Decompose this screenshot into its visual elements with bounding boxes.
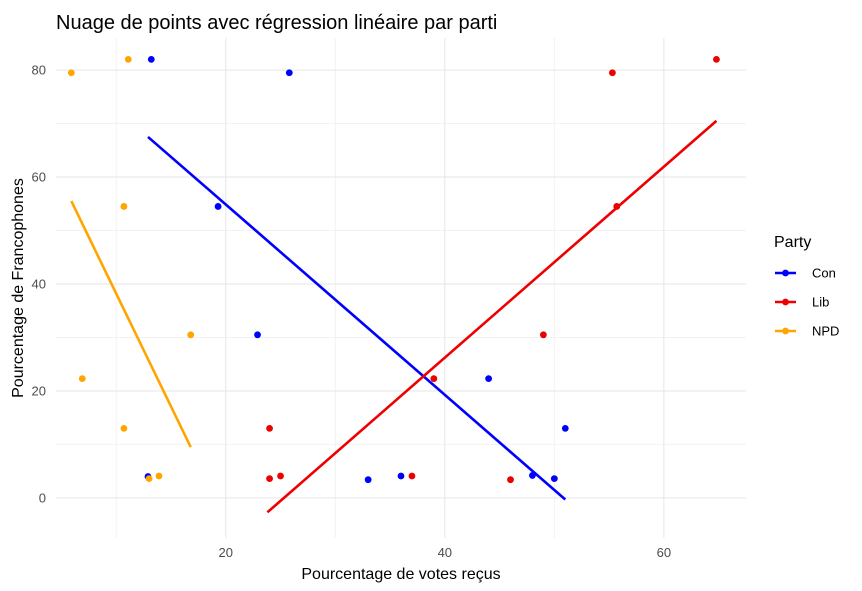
- x-axis-ticks: 20 40 60: [219, 545, 672, 560]
- point-npd: [120, 203, 128, 210]
- point-con: [550, 475, 558, 483]
- x-tick-label: 20: [219, 545, 233, 560]
- y-tick-label: 80: [32, 63, 46, 78]
- data-points: [67, 55, 720, 484]
- point-con: [485, 375, 493, 383]
- point-con: [285, 69, 293, 77]
- chart-title: Nuage de points avec régression linéaire…: [56, 12, 497, 34]
- point-con: [214, 203, 222, 210]
- point-npd: [124, 55, 132, 63]
- regression-line-lib: [266, 119, 718, 514]
- point-con: [561, 424, 569, 432]
- regression-line-con: [147, 135, 567, 501]
- point-npd: [120, 424, 128, 432]
- point-npd: [187, 331, 195, 339]
- point-npd: [67, 69, 75, 77]
- point-lib: [613, 203, 621, 210]
- legend-key-point-npd: [782, 327, 789, 335]
- legend-label-con: Con: [812, 266, 836, 281]
- point-con: [147, 55, 155, 63]
- y-tick-label: 60: [32, 170, 46, 185]
- point-con: [364, 476, 372, 484]
- point-lib: [507, 476, 514, 484]
- legend-label-npd: NPD: [812, 324, 839, 339]
- legend-label-lib: Lib: [812, 295, 829, 310]
- point-lib: [277, 472, 284, 480]
- x-tick-label: 60: [657, 545, 671, 560]
- regression-line-npd: [70, 200, 192, 448]
- legend: Party Con Lib NPD: [774, 234, 839, 339]
- point-con: [254, 331, 261, 339]
- point-lib: [608, 69, 616, 77]
- point-con: [397, 472, 405, 480]
- legend-title: Party: [774, 234, 811, 251]
- point-lib: [266, 475, 273, 483]
- point-con: [529, 472, 536, 479]
- grid: [56, 38, 746, 538]
- point-lib: [266, 424, 273, 432]
- point-npd: [155, 472, 163, 480]
- point-npd: [78, 375, 86, 383]
- y-tick-label: 40: [32, 276, 46, 291]
- point-npd: [145, 475, 153, 483]
- y-tick-label: 20: [32, 383, 46, 398]
- x-tick-label: 40: [438, 545, 452, 560]
- legend-key-point-lib: [782, 298, 789, 306]
- x-axis-title: Pourcentage de votes reçus: [301, 566, 500, 583]
- legend-key-point-con: [782, 269, 789, 277]
- point-lib: [408, 472, 416, 480]
- y-axis-ticks: 0 20 40 60 80: [32, 63, 46, 506]
- point-lib: [539, 331, 547, 339]
- regression-lines: [70, 119, 718, 514]
- point-lib: [430, 375, 438, 383]
- y-tick-label: 0: [39, 490, 46, 505]
- point-lib: [713, 55, 720, 63]
- y-axis-title: Pourcentage de Francophones: [10, 178, 27, 398]
